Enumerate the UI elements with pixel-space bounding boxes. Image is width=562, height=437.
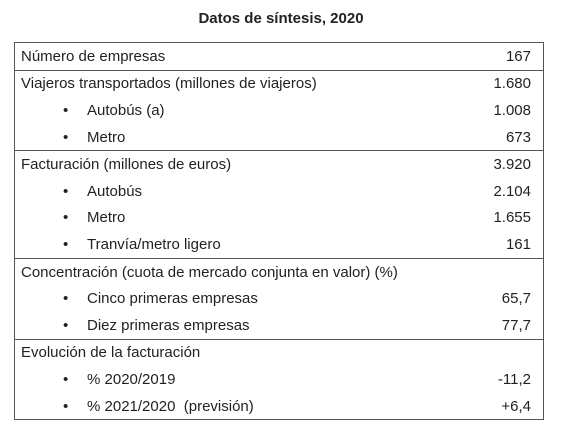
item-label: % 2020/2019 — [87, 370, 176, 388]
row-value: 77,7 — [501, 316, 531, 334]
row-value: 167 — [415, 42, 544, 71]
row-value: 673 — [505, 128, 531, 146]
row-value: 1.008 — [493, 101, 531, 119]
row-label: Metro — [15, 124, 416, 151]
row-value — [415, 338, 544, 367]
item-label: Autobús (a) — [87, 101, 165, 119]
item-label: % 2021/2020 (previsión) — [87, 397, 254, 415]
row-label: Número de empresas — [14, 42, 415, 71]
row-label: Viajeros transportados (millones de viaj… — [14, 69, 415, 98]
section-row: Facturación (millones de euros) 3.920 — [14, 150, 544, 178]
section-row: Viajeros transportados (millones de viaj… — [14, 69, 544, 98]
item-row: % 2020/2019 -11,2 — [15, 366, 544, 393]
row-label: Facturación (millones de euros) — [14, 150, 415, 178]
row-value: 3.920 — [415, 150, 544, 178]
row-value: 1.680 — [415, 69, 544, 98]
table-title: Datos de síntesis, 2020 — [198, 10, 364, 27]
item-label: Autobús — [87, 182, 143, 200]
row-value: 161 — [505, 235, 531, 253]
item-row: Diez primeras empresas 77,7 — [15, 312, 544, 339]
row-label: Cinco primeras empresas — [15, 285, 416, 312]
item-row: Metro 673 — [15, 124, 544, 151]
row-value: 1.655 — [493, 209, 531, 227]
item-row: Autobús 2.104 — [15, 178, 544, 205]
summary-table: Número de empresas 167 Viajeros transporta… — [14, 42, 544, 421]
item-label: Tranvía/metro ligero — [87, 235, 221, 253]
row-label: % 2021/2020 (previsión) — [15, 393, 416, 420]
item-row: Autobús (a) 1.008 — [15, 97, 544, 124]
item-label: Metro — [87, 128, 126, 146]
row-value: 65,7 — [501, 290, 531, 308]
row-label: Autobús (a) — [15, 97, 416, 124]
item-label: Diez primeras empresas — [87, 316, 250, 334]
row-value — [415, 257, 544, 286]
row-label: Autobús — [15, 178, 416, 205]
row-value: 2.104 — [493, 182, 531, 200]
item-row: Metro 1.655 — [15, 205, 544, 232]
row-label: Concentración (cuota de mercado conjunta… — [14, 257, 415, 286]
row-value: +6,4 — [501, 397, 531, 415]
section-row: Número de empresas 167 — [14, 42, 544, 71]
item-row: Tranvía/metro ligero 161 — [15, 231, 544, 258]
item-row: % 2021/2020 (previsión) +6,4 — [15, 393, 544, 420]
row-label: Diez primeras empresas — [15, 312, 416, 339]
row-value: -11,2 — [497, 370, 531, 388]
section-row: Concentración (cuota de mercado conjunta… — [14, 257, 544, 286]
section-row: Evolución de la facturación — [14, 338, 544, 367]
item-row: Cinco primeras empresas 65,7 — [15, 285, 544, 312]
row-label: % 2020/2019 — [15, 366, 416, 393]
row-label: Evolución de la facturación — [14, 338, 415, 367]
item-label: Metro — [87, 209, 126, 227]
row-label: Metro — [15, 205, 416, 232]
item-label: Cinco primeras empresas — [87, 290, 258, 308]
row-label: Tranvía/metro ligero — [15, 231, 416, 258]
